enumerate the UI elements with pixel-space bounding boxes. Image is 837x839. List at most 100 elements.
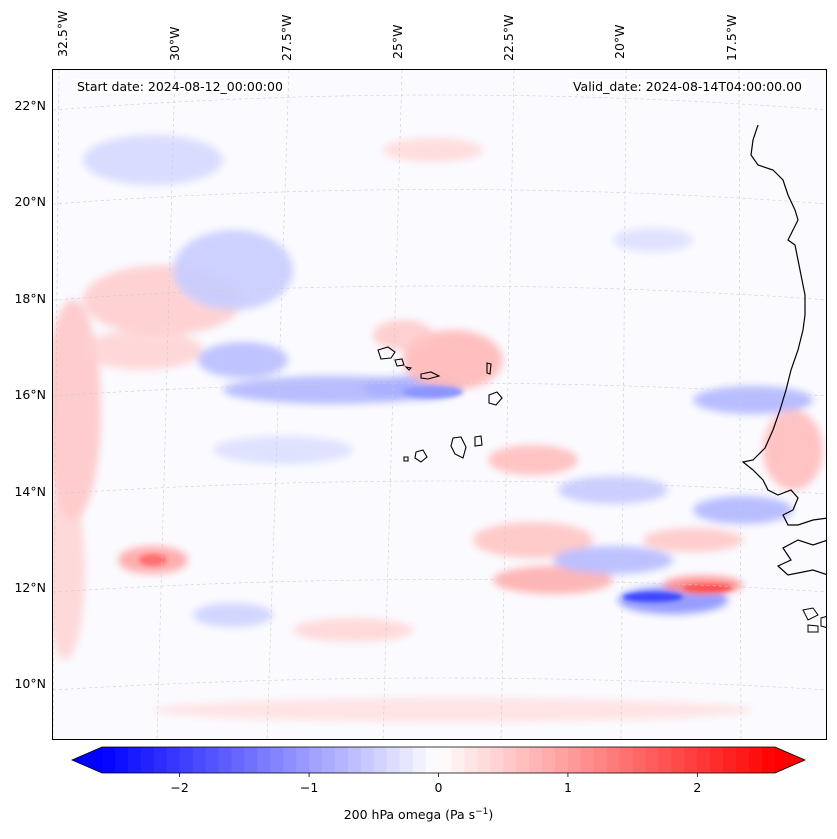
- field-blob: [403, 330, 503, 390]
- field-blob: [558, 476, 668, 504]
- meridian-30: [156, 70, 176, 739]
- colorbar-bin: [270, 747, 284, 773]
- colorbar-tick-label: −2: [170, 780, 189, 795]
- graticule: [53, 70, 826, 739]
- colorbar-ticks: [179, 773, 698, 777]
- colorbar-extend-max: [775, 747, 805, 773]
- colorbar-tick-label: −1: [299, 780, 319, 795]
- meridian-20: [620, 70, 627, 739]
- colorbar-bin: [412, 747, 427, 773]
- colorbar-bin: [283, 747, 297, 773]
- field-blob: [643, 528, 743, 552]
- colorbar-bin: [580, 747, 595, 773]
- colorbar-bin: [697, 747, 711, 773]
- santiago: [450, 436, 467, 459]
- field-blob: [693, 496, 793, 524]
- bijagos-islands: [802, 607, 826, 633]
- omega-field: [53, 135, 823, 722]
- colorbar-bin: [645, 747, 660, 773]
- colorbar-bin: [309, 747, 323, 773]
- field-blob: [198, 342, 288, 378]
- colorbar-bin: [619, 747, 634, 773]
- colorbar-bin: [425, 747, 439, 773]
- colorbar-bin: [386, 747, 401, 773]
- cape-verde-islands: [377, 346, 503, 463]
- colorbar-title-text: 200 hPa omega (Pa s: [343, 807, 476, 823]
- maio: [474, 435, 483, 447]
- colorbar-bin: [736, 747, 750, 773]
- meridian-22.5: [500, 70, 515, 739]
- colorbar-title-sup: −1: [475, 807, 489, 817]
- field-blob: [213, 436, 353, 464]
- field-blob: [403, 386, 463, 398]
- colorbar-bin: [658, 747, 672, 773]
- colorbar-bins: [72, 747, 805, 773]
- colorbar-bin: [166, 747, 181, 773]
- omega-field-map: [53, 70, 826, 739]
- lat-label-20n: 20°N: [14, 194, 46, 209]
- field-blob: [488, 445, 578, 475]
- colorbar-bin: [710, 747, 724, 773]
- lat-label-18n: 18°N: [14, 291, 46, 306]
- colorbar-bin: [593, 747, 608, 773]
- colorbar-bin: [257, 747, 271, 773]
- colorbar-bin: [296, 747, 310, 773]
- fogo: [414, 449, 428, 463]
- lat-label-14n: 14°N: [14, 484, 46, 499]
- colorbar-bin: [762, 747, 776, 773]
- colorbar-bin: [490, 747, 504, 773]
- colorbar-bin: [102, 747, 116, 773]
- colorbar-tick-label: 1: [563, 780, 572, 795]
- field-blob: [139, 554, 167, 566]
- colorbar-extend-min: [72, 747, 102, 773]
- field-blob: [623, 592, 683, 602]
- field-blob: [193, 603, 273, 627]
- field-blob: [763, 410, 823, 490]
- brava: [403, 456, 409, 462]
- colorbar-bin: [477, 747, 491, 773]
- colorbar-bin: [218, 747, 232, 773]
- colorbar-bin: [179, 747, 194, 773]
- colorbar-bin: [347, 747, 362, 773]
- colorbar-bin: [567, 747, 582, 773]
- colorbar-bin: [205, 747, 219, 773]
- lat-label-10n: 10°N: [14, 676, 46, 691]
- field-blob: [553, 546, 673, 574]
- colorbar-outline: [70, 746, 807, 774]
- colorbar-bin: [606, 747, 621, 773]
- map-panel: Start date: 2024-08-12_00:00:00 Valid_da…: [52, 69, 827, 740]
- colorbar-bin: [322, 747, 336, 773]
- colorbar-title: 200 hPa omega (Pa s−1): [0, 807, 837, 822]
- field-blob: [693, 386, 813, 414]
- colorbar-bin: [516, 747, 530, 773]
- colorbar: [70, 746, 807, 777]
- omega-field-detail: [139, 386, 733, 602]
- sao-vicente: [394, 358, 405, 367]
- valid-date: Valid_date: 2024-08-14T04:00:00.00: [568, 79, 806, 94]
- colorbar-bin: [244, 747, 258, 773]
- colorbar-bin: [334, 747, 349, 773]
- lat-label-12n: 12°N: [14, 580, 46, 595]
- colorbar-title-suffix: ): [488, 807, 494, 823]
- field-blob: [293, 618, 413, 642]
- field-blob: [613, 228, 693, 252]
- meridian-17.5: [738, 70, 742, 739]
- field-blob: [473, 522, 593, 558]
- colorbar-bin: [438, 747, 452, 773]
- field-blob: [83, 330, 203, 370]
- field-blob: [373, 320, 433, 350]
- colorbar-bin: [192, 747, 207, 773]
- colorbar-bin: [114, 747, 129, 773]
- lat-label-22n: 22°N: [14, 98, 46, 113]
- colorbar-bin: [542, 747, 556, 773]
- colorbar-bin: [464, 747, 478, 773]
- colorbar-bin: [671, 747, 685, 773]
- colorbar-bin: [529, 747, 543, 773]
- colorbar-bin: [503, 747, 517, 773]
- colorbar-bin: [373, 747, 388, 773]
- lat-label-16n: 16°N: [14, 387, 46, 402]
- meridian-27.5: [266, 70, 290, 739]
- colorbar-tick-label: 0: [434, 780, 443, 795]
- field-blob: [153, 698, 753, 722]
- colorbar-bin: [749, 747, 763, 773]
